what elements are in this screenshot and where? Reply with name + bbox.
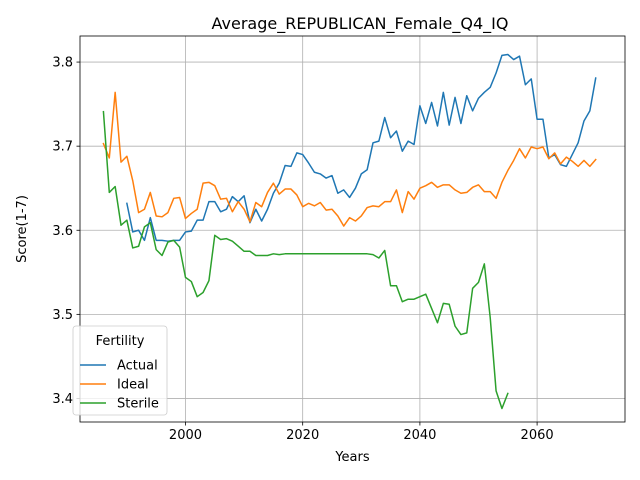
y-axis-ticks: 3.4 3.5 3.6 3.7 3.8 xyxy=(52,56,80,407)
legend-label-ideal: Ideal xyxy=(117,378,149,393)
legend-title: Fertility xyxy=(96,334,145,349)
chart-title: Average_REPUBLICAN_Female_Q4_IQ xyxy=(212,14,509,34)
y-tick-label: 3.5 xyxy=(52,308,73,323)
x-axis-label: Years xyxy=(334,450,370,465)
x-tick-label: 2020 xyxy=(286,428,319,443)
legend-items: Actual Ideal Sterile xyxy=(80,359,159,412)
y-tick-label: 3.8 xyxy=(52,56,73,71)
y-axis-label: Score(1-7) xyxy=(15,195,30,263)
series-layer xyxy=(102,53,597,410)
legend-box xyxy=(72,325,168,416)
series-line-sterile xyxy=(102,110,509,410)
y-tick-label: 3.6 xyxy=(52,224,73,239)
legend: Fertility Actual Ideal Sterile xyxy=(72,325,168,416)
series-line-ideal xyxy=(102,91,597,227)
series-line-actual xyxy=(125,53,597,242)
x-tick-label: 2040 xyxy=(403,428,436,443)
legend-label-sterile: Sterile xyxy=(117,397,159,412)
x-tick-label: 2000 xyxy=(169,428,202,443)
y-tick-label: 3.4 xyxy=(52,392,73,407)
x-tick-label: 2060 xyxy=(521,428,554,443)
y-tick-label: 3.7 xyxy=(52,140,73,155)
legend-label-actual: Actual xyxy=(117,359,158,374)
plot-area: 2000 2020 2040 2060 3.4 3.5 3.6 3.7 3.8 xyxy=(52,35,626,443)
plot-frame xyxy=(79,35,626,423)
x-axis-ticks: 2000 2020 2040 2060 xyxy=(169,422,554,443)
grid-lines xyxy=(80,36,625,422)
